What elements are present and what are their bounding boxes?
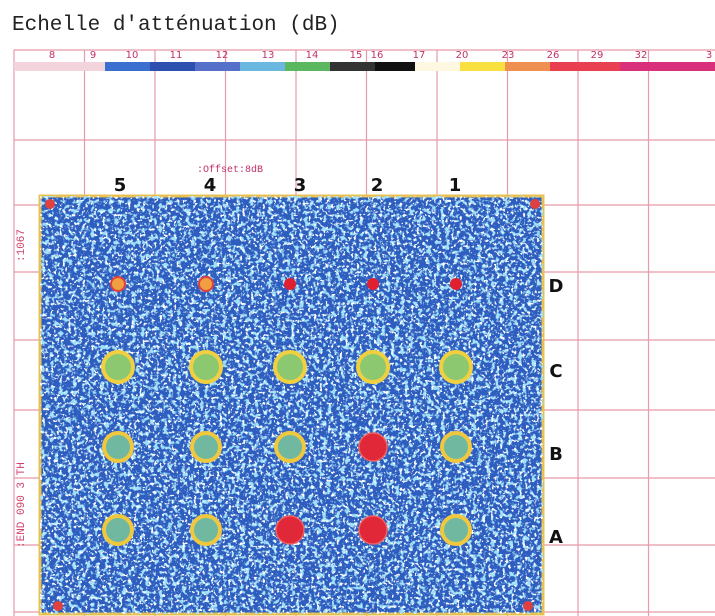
scale-label: 13 <box>262 50 275 61</box>
defect <box>189 350 223 384</box>
scale-label: 17 <box>413 50 426 61</box>
scale-segment <box>620 62 715 71</box>
scale-label: 14 <box>306 50 319 61</box>
corner-mark <box>523 601 533 611</box>
defect <box>275 515 305 545</box>
defect <box>284 278 296 290</box>
side-label: :1067 <box>16 229 28 262</box>
column-label: 5 <box>114 175 127 196</box>
column-label: 2 <box>371 175 384 196</box>
defect <box>274 431 306 463</box>
color-scale: 8 9 10 11 12 13 14 15 16 17 20 23 26 29 32 3 <box>14 50 715 71</box>
defect <box>358 432 388 462</box>
scale-segment <box>150 62 195 71</box>
title: Echelle d'atténuation (dB) <box>12 14 340 37</box>
offset-label: :Offset:8dB <box>197 164 263 176</box>
scale-label: 29 <box>591 50 604 61</box>
scale-segment <box>505 62 550 71</box>
scale-segment <box>195 62 240 71</box>
scale-segment <box>240 62 285 71</box>
scale-label: 23 <box>502 50 515 61</box>
defect <box>356 350 390 384</box>
defect <box>190 431 222 463</box>
defect <box>358 515 388 545</box>
side-label: :END 090 3 TH <box>16 462 28 548</box>
row-label: C <box>549 361 562 382</box>
defect <box>102 431 134 463</box>
scale-label: 3 <box>706 50 712 61</box>
defect <box>190 514 222 546</box>
scan-image <box>38 194 545 616</box>
row-label: A <box>549 527 563 548</box>
scale-segment <box>14 62 105 71</box>
scale-segment <box>550 62 620 71</box>
corner-mark <box>53 601 63 611</box>
labels: 5 4 3 2 1 D C B A :1067 :END 090 3 TH <box>16 175 563 548</box>
scale-label: 10 <box>126 50 139 61</box>
scale-label: 9 <box>90 50 96 61</box>
scale-segment <box>285 62 330 71</box>
column-label: 3 <box>294 175 307 196</box>
scan-noise <box>40 196 543 614</box>
scale-label: 15 <box>350 50 363 61</box>
defect <box>450 278 462 290</box>
defect <box>440 514 472 546</box>
defect <box>198 276 214 292</box>
scale-segment <box>375 62 415 71</box>
defect <box>440 431 472 463</box>
scale-segment <box>330 62 375 71</box>
column-label: 1 <box>449 175 462 196</box>
defect <box>101 350 135 384</box>
scale-label: 11 <box>170 50 183 61</box>
defects <box>45 199 540 611</box>
scale-segment <box>460 62 505 71</box>
scale-label: 12 <box>216 50 229 61</box>
defect <box>102 514 134 546</box>
scale-label: 16 <box>371 50 384 61</box>
row-label: B <box>549 444 563 465</box>
scale-label: 26 <box>547 50 560 61</box>
scale-segment <box>415 62 460 71</box>
scale-segment <box>105 62 150 71</box>
row-label: D <box>549 276 564 297</box>
scale-label: 32 <box>635 50 648 61</box>
defect <box>273 350 307 384</box>
defect <box>110 276 126 292</box>
defect <box>367 278 379 290</box>
corner-mark <box>45 199 55 209</box>
scale-label: 20 <box>456 50 469 61</box>
column-label: 4 <box>204 175 217 196</box>
corner-mark <box>530 199 540 209</box>
defect <box>439 350 473 384</box>
scale-label: 8 <box>49 50 55 61</box>
